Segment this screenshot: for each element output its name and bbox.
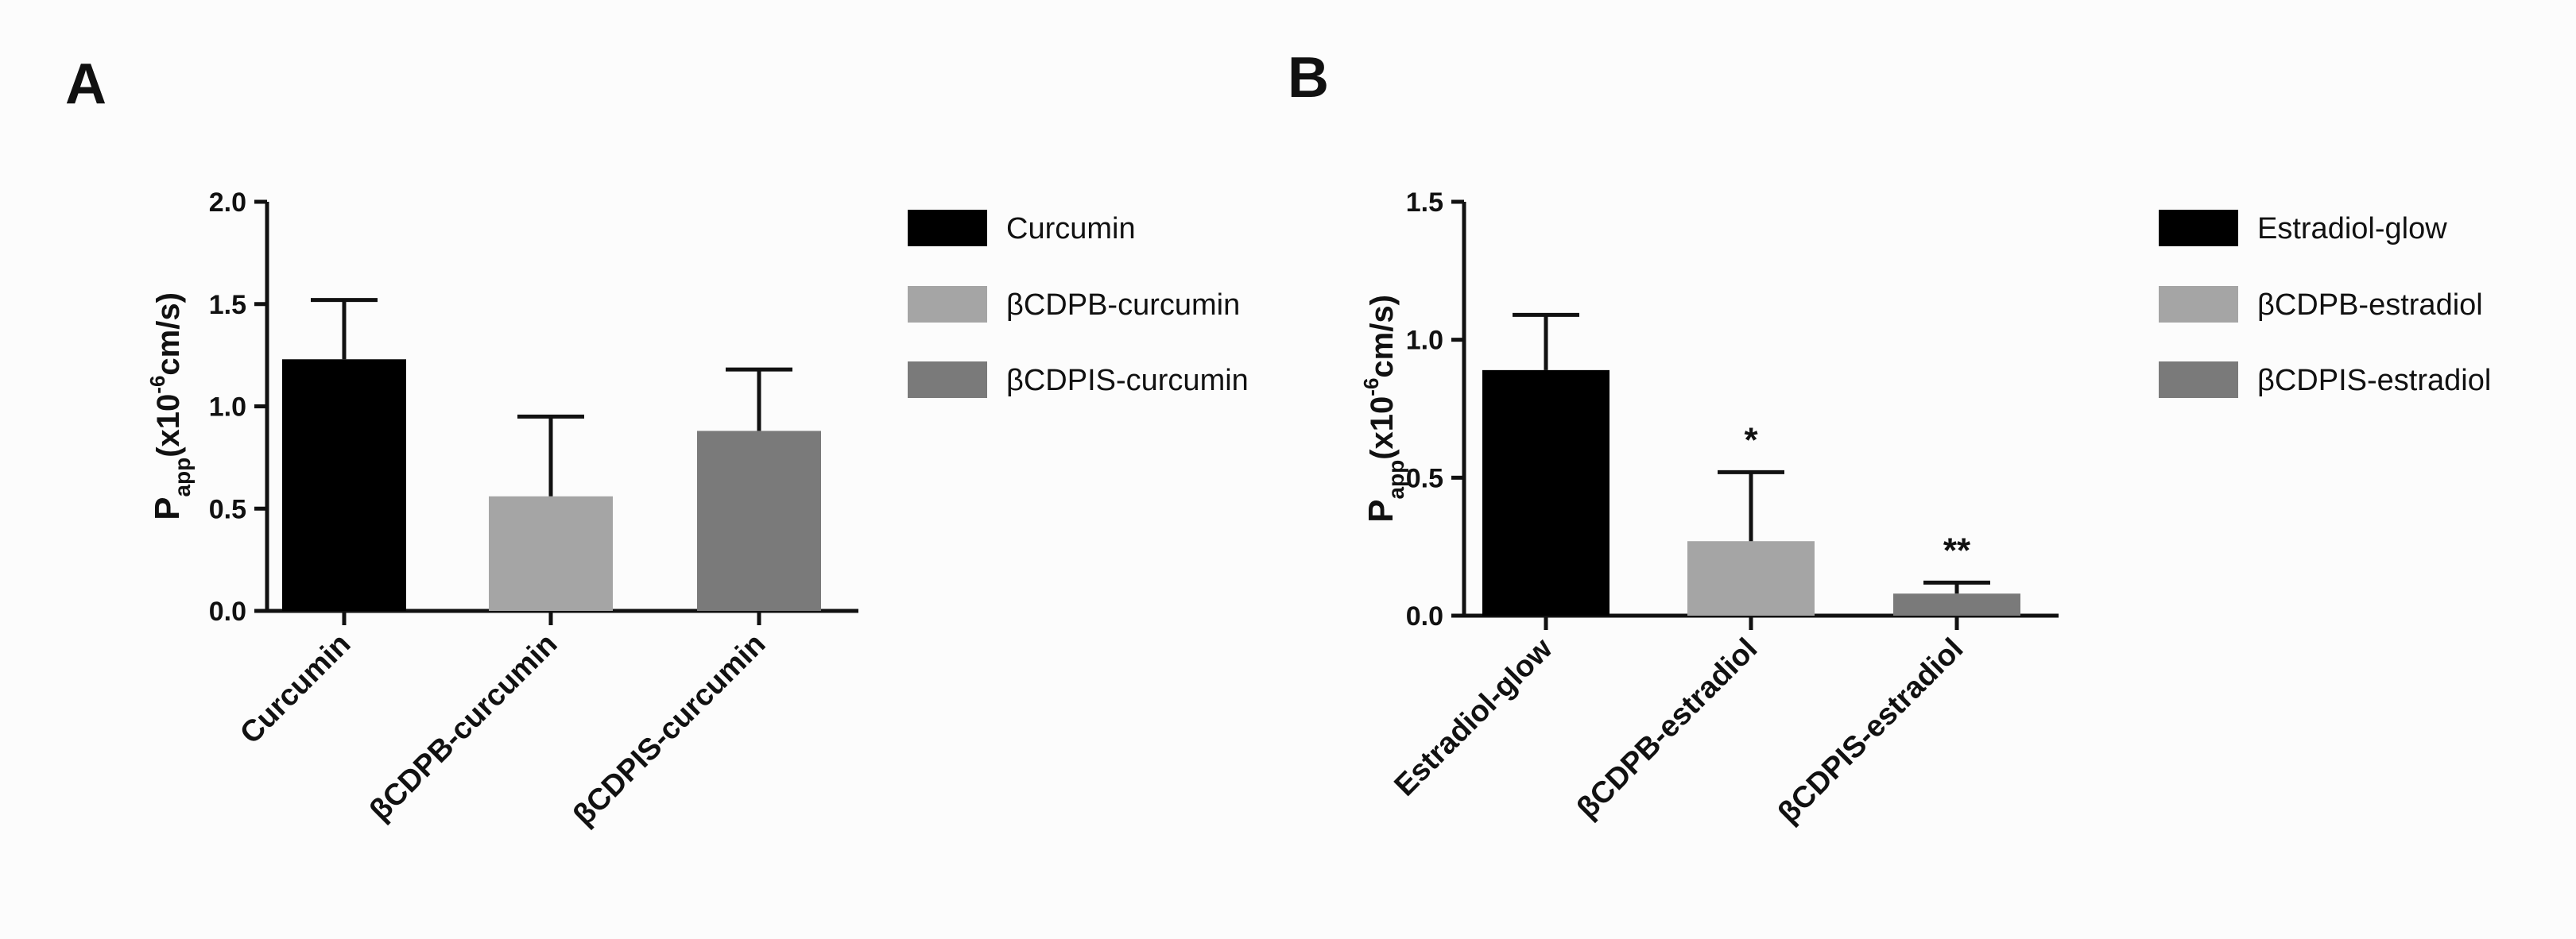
y-axis-label: Papp(x10-6cm/s): [145, 292, 195, 520]
y-axis-label-part: app: [170, 458, 195, 497]
significance-marker: *: [1744, 420, 1758, 459]
y-axis-label: Papp(x10-6cm/s): [1359, 295, 1408, 523]
bar: [1482, 369, 1610, 616]
y-tick-label: 0.5: [1406, 463, 1443, 493]
x-category-label: Estradiol-glow: [1389, 632, 1559, 802]
legend-swatch: [2159, 361, 2238, 398]
y-tick-label: 0.0: [209, 597, 246, 627]
legend-swatch: [908, 361, 987, 398]
legend-swatch: [908, 210, 987, 246]
y-axis-label-part: -6: [1359, 378, 1383, 396]
x-category-label: Curcumin: [234, 628, 357, 751]
x-category-label: βCDPB-curcumin: [363, 628, 564, 828]
panel-letter: A: [65, 52, 107, 116]
y-axis-label-part: app: [1384, 460, 1408, 500]
bar: [489, 496, 613, 611]
legend-label: Estradiol-glow: [2257, 212, 2447, 245]
y-tick-label: 2.0: [209, 187, 246, 218]
y-axis-label-part: P: [148, 497, 187, 520]
x-category-label: βCDPIS-curcumin: [567, 628, 772, 833]
y-tick-label: 0.0: [1406, 601, 1443, 632]
y-axis-label-part: cm/s): [151, 292, 186, 376]
y-axis-label-part: cm/s): [1365, 295, 1400, 378]
legend-swatch: [2159, 286, 2238, 323]
y-axis-label-part: (x10: [151, 394, 186, 458]
panel-letter: B: [1288, 46, 1329, 110]
bar: [1687, 541, 1815, 616]
legend-label: βCDPIS-curcumin: [1006, 364, 1249, 397]
y-tick-label: 1.5: [1406, 187, 1443, 218]
legend-label: βCDPIS-estradiol: [2257, 364, 2491, 397]
legend-label: βCDPB-estradiol: [2257, 288, 2483, 322]
y-axis-label-part: (x10: [1365, 396, 1400, 460]
y-tick-label: 1.0: [1406, 326, 1443, 356]
legend-label: Curcumin: [1006, 212, 1136, 245]
panel-b: B 0.0 0.5 1.0 1.5 Papp(x10-6cm/s) Estradiol-gl…: [1288, 46, 2491, 830]
bar: [697, 431, 821, 611]
significance-marker: **: [1943, 531, 1971, 570]
y-axis-label-part: P: [1362, 500, 1400, 523]
legend-label: βCDPB-curcumin: [1006, 288, 1240, 322]
x-category-label: βCDPIS-estradiol: [1772, 632, 1970, 830]
legend-swatch: [2159, 210, 2238, 246]
y-tick-label: 0.5: [209, 494, 246, 524]
x-category-label: βCDPB-estradiol: [1571, 632, 1764, 825]
y-tick-label: 1.5: [209, 290, 246, 320]
bar: [282, 359, 406, 611]
legend-swatch: [908, 286, 987, 323]
bar: [1893, 593, 2020, 616]
y-tick-label: 1.0: [209, 392, 246, 423]
y-axis-label-part: -6: [145, 376, 169, 394]
